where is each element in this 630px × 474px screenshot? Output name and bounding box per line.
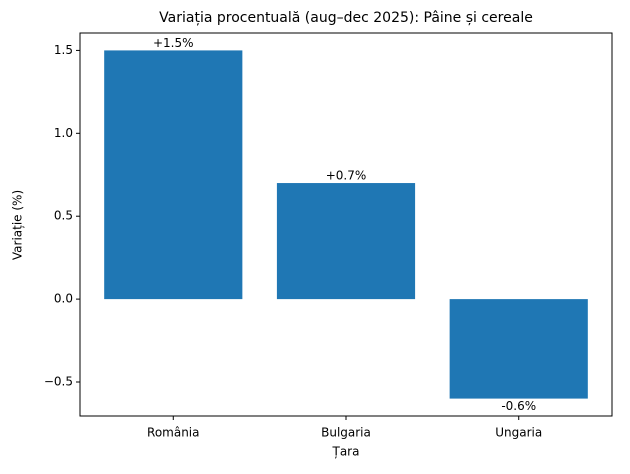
value-label: -0.6% <box>501 399 536 413</box>
y-tick-label: −0.5 <box>44 375 73 389</box>
x-tick-label: Bulgaria <box>321 426 371 440</box>
y-tick-label: 1.5 <box>54 43 73 57</box>
y-axis-label: Variație (%) <box>11 190 25 260</box>
x-tick-label: România <box>147 426 199 440</box>
bar <box>449 299 588 399</box>
value-label: +1.5% <box>153 36 194 50</box>
chart-title: Variația procentuală (aug–dec 2025): Pâi… <box>159 10 533 26</box>
bar <box>276 183 416 300</box>
y-tick-label: 0.0 <box>54 292 73 306</box>
y-tick-label: 0.5 <box>54 209 73 223</box>
bar <box>104 50 243 300</box>
value-label: +0.7% <box>326 169 367 183</box>
x-axis-label: Țara <box>332 445 360 459</box>
plot-frame <box>79 32 613 417</box>
y-tick-label: 1.0 <box>54 126 73 140</box>
x-tick-label: Ungaria <box>495 426 542 440</box>
